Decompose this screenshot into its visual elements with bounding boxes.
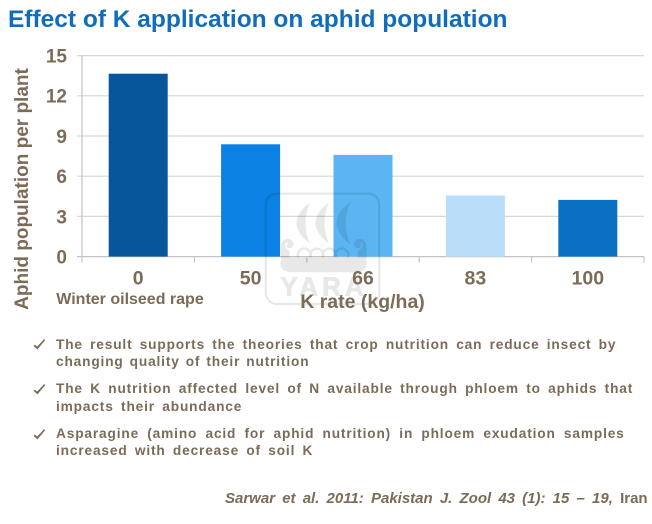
svg-text:66: 66: [352, 267, 374, 289]
svg-text:9: 9: [56, 127, 67, 148]
svg-text:50: 50: [240, 267, 262, 289]
svg-text:K rate (kg/ha): K rate (kg/ha): [300, 291, 425, 313]
svg-text:12: 12: [46, 87, 67, 108]
svg-text:0: 0: [56, 248, 67, 269]
svg-text:0: 0: [133, 267, 144, 289]
svg-text:6: 6: [56, 167, 67, 188]
svg-text:Winter oilseed rape: Winter oilseed rape: [56, 291, 204, 308]
svg-text:YARA: YARA: [280, 272, 367, 302]
svg-text:83: 83: [465, 267, 487, 289]
svg-text:100: 100: [572, 267, 605, 289]
svg-text:15: 15: [46, 47, 68, 68]
svg-text:3: 3: [56, 207, 67, 228]
